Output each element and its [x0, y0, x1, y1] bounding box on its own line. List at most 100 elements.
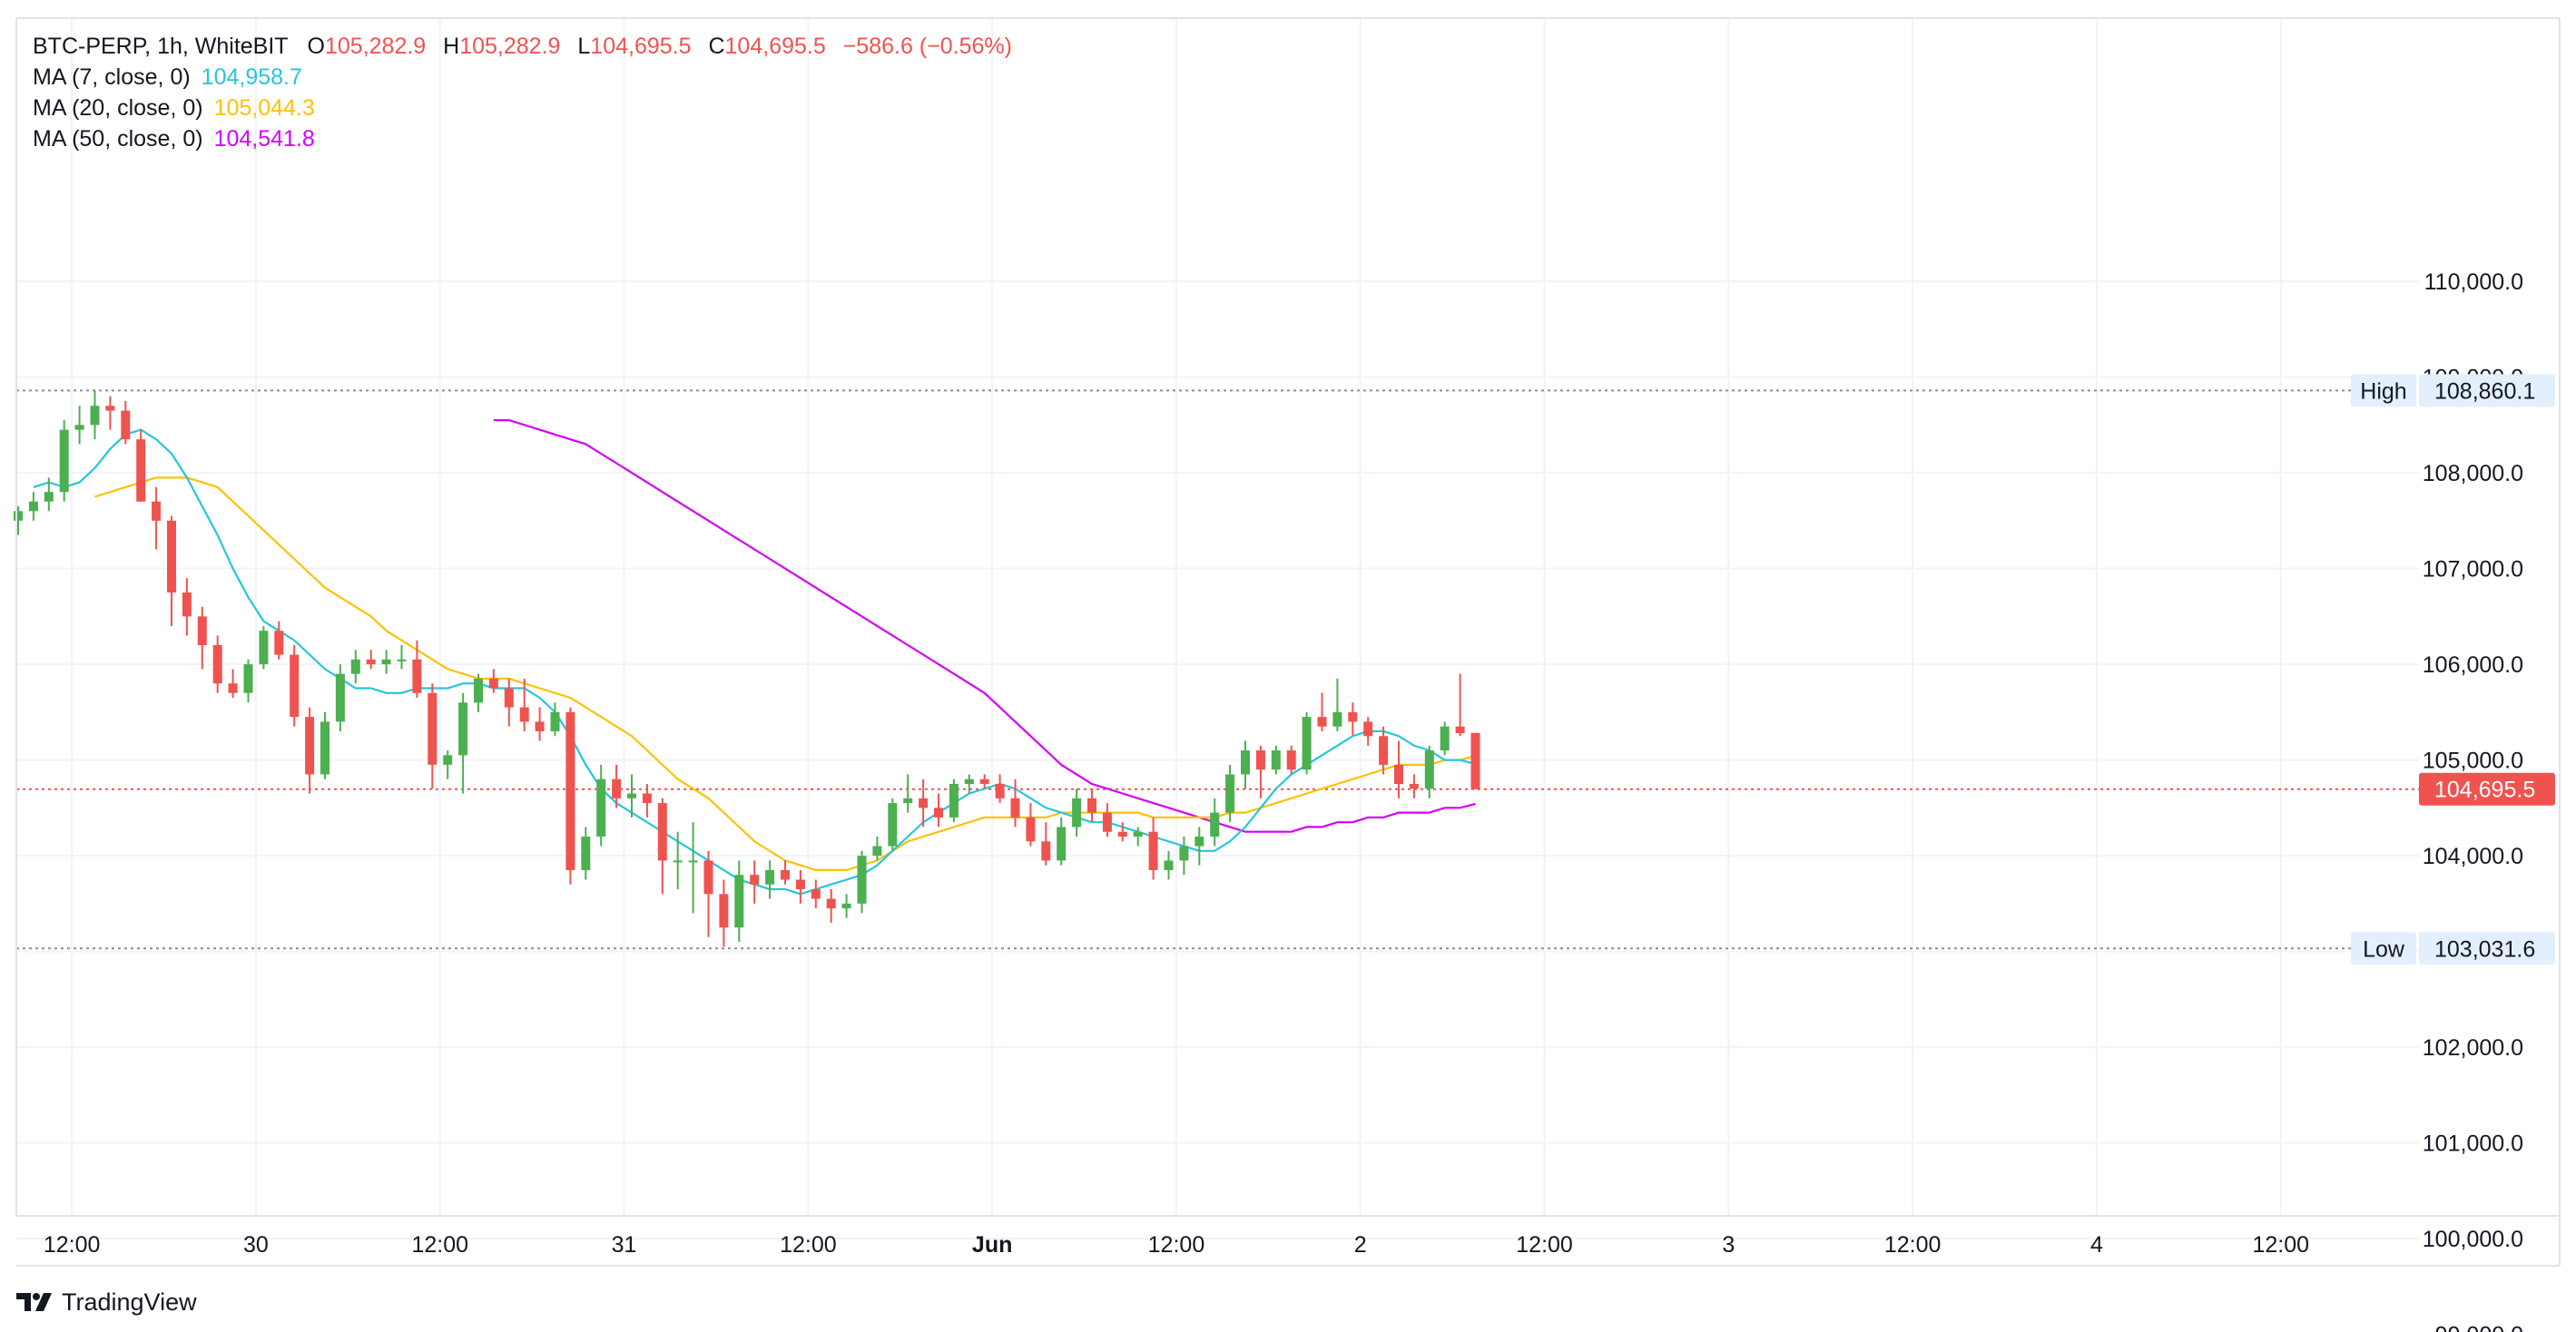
candle	[504, 678, 514, 727]
candle-body	[750, 875, 760, 885]
high-price-label: 108,860.1	[2419, 374, 2555, 407]
candle	[290, 645, 300, 727]
candle	[612, 764, 622, 808]
candle-body	[657, 803, 667, 861]
candle-body	[795, 879, 805, 890]
candle-body	[995, 783, 1005, 798]
candle	[781, 860, 790, 885]
candle	[841, 894, 851, 918]
candle	[872, 837, 882, 861]
ma20-label: MA (20, close, 0)	[33, 95, 203, 121]
price-labels: High 108,860.1 Low 103,031.6 104,695.5	[2351, 374, 2555, 965]
candle-body	[1409, 783, 1419, 789]
candle	[397, 645, 407, 670]
candle	[14, 506, 23, 535]
candle	[1332, 678, 1342, 731]
x-tick-label: 12:00	[1884, 1232, 1942, 1258]
tradingview-logo[interactable]: TradingView	[16, 1287, 197, 1317]
candle-body	[366, 659, 376, 665]
candle-body	[1241, 750, 1250, 775]
chart-legend: BTC-PERP, 1h, WhiteBIT O105,282.9 H105,2…	[33, 31, 1016, 154]
candle-body	[612, 779, 622, 798]
candle	[59, 420, 69, 502]
tradingview-logo-icon	[16, 1293, 52, 1311]
candle	[167, 515, 176, 626]
candle	[979, 774, 989, 789]
last-price-label-bg	[2419, 772, 2555, 806]
candle-body	[182, 592, 192, 617]
high-tag: High	[2351, 374, 2416, 407]
candle-body	[152, 501, 162, 521]
x-tick-label: 12:00	[1516, 1232, 1573, 1258]
moving-average-lines	[33, 419, 1476, 896]
candle-body	[381, 659, 391, 665]
candle-body	[1148, 831, 1158, 870]
last-price-label: 104,695.5	[2419, 772, 2555, 806]
candle-body	[1010, 798, 1020, 818]
low-tag-bg	[2351, 932, 2416, 965]
legend-ohlc-row: BTC-PERP, 1h, WhiteBIT O105,282.9 H105,2…	[33, 31, 1016, 62]
candle-body	[964, 779, 974, 784]
candle-body	[1057, 827, 1067, 861]
ohlc-open-value: 105,282.9	[324, 34, 427, 59]
candle	[1210, 798, 1220, 847]
candle-body	[1332, 711, 1342, 727]
candle	[44, 477, 54, 512]
candle-body	[28, 501, 38, 512]
symbol-label[interactable]: BTC-PERP, 1h, WhiteBIT	[33, 34, 289, 59]
candle-body	[443, 755, 453, 765]
candle	[857, 850, 867, 914]
y-tick-label: 99,000.0	[2435, 1323, 2523, 1332]
candle	[1348, 702, 1358, 737]
low-price-label-bg	[2419, 932, 2555, 965]
candle-body	[504, 688, 514, 708]
ohlc-low-value: 104,695.5	[590, 34, 692, 59]
candle	[949, 779, 959, 823]
candle-body	[335, 673, 345, 722]
candle-body	[1424, 750, 1434, 789]
candle	[428, 683, 438, 789]
candle	[488, 669, 498, 693]
candle	[197, 606, 207, 670]
candle	[212, 635, 222, 693]
high-price-label-bg	[2419, 374, 2555, 407]
legend-ma20-row[interactable]: MA (20, close, 0) 105,044.3	[33, 93, 1016, 123]
candle-body	[1225, 774, 1235, 813]
x-tick-label: 12:00	[780, 1232, 837, 1258]
candle-body	[59, 429, 69, 493]
x-tick-label: 12:00	[1148, 1232, 1205, 1258]
candle	[74, 406, 84, 445]
legend-ma7-row[interactable]: MA (7, close, 0) 104,958.7	[33, 62, 1016, 93]
candle-body	[44, 492, 54, 502]
candle	[474, 673, 483, 712]
candle	[320, 711, 329, 779]
candle	[1195, 827, 1204, 866]
ohlc-close-value: 104,695.5	[724, 34, 826, 59]
candle-body	[781, 869, 790, 880]
candle-body	[642, 793, 652, 804]
candle	[581, 827, 591, 880]
ma50-value: 104,541.8	[213, 126, 315, 152]
candle	[535, 707, 545, 741]
candle-body	[1133, 831, 1143, 837]
candle-body	[1164, 860, 1174, 870]
x-tick-label: Jun	[972, 1232, 1012, 1258]
x-tick-label: 30	[243, 1232, 269, 1258]
candle	[1424, 745, 1434, 798]
x-tick-label: 12:00	[44, 1232, 101, 1258]
candle	[1302, 711, 1312, 775]
candle-body	[979, 779, 989, 784]
ma20-value: 105,044.3	[213, 95, 315, 121]
candle	[105, 396, 115, 430]
candle-body	[734, 875, 744, 928]
candle-body	[1255, 750, 1265, 770]
candle	[750, 860, 760, 904]
legend-ma50-row[interactable]: MA (50, close, 0) 104,541.8	[33, 123, 1016, 154]
candle-body	[320, 721, 329, 775]
candle-body	[14, 511, 23, 521]
candle-body	[1271, 750, 1281, 770]
candle-body	[1379, 736, 1389, 765]
candle-body	[243, 664, 253, 693]
candle-body	[1087, 798, 1096, 813]
